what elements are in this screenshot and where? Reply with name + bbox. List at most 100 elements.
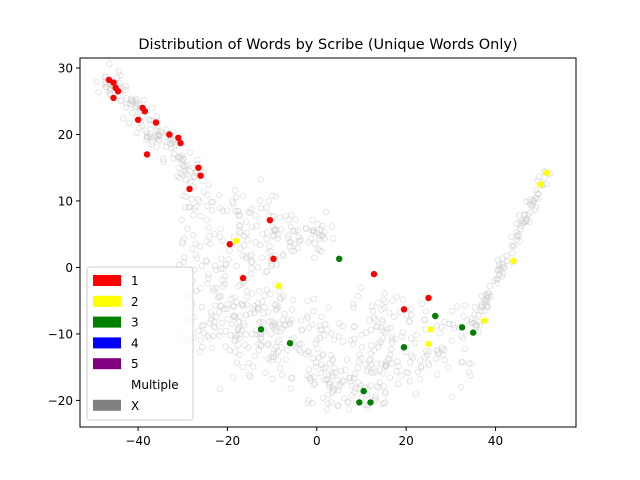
background-point bbox=[287, 375, 295, 382]
background-point bbox=[372, 395, 379, 402]
background-point bbox=[257, 318, 264, 326]
background-point bbox=[252, 212, 259, 219]
background-point bbox=[163, 126, 170, 133]
background-point bbox=[436, 330, 444, 337]
background-point bbox=[153, 113, 160, 120]
background-point bbox=[191, 205, 198, 212]
background-point bbox=[233, 262, 240, 270]
background-point bbox=[509, 249, 516, 257]
background-point bbox=[257, 176, 264, 183]
background-point bbox=[513, 220, 520, 227]
background-point bbox=[388, 345, 395, 353]
background-point bbox=[466, 369, 473, 376]
background-point bbox=[308, 399, 316, 407]
background-point bbox=[471, 304, 479, 311]
background-point bbox=[298, 326, 305, 333]
background-point bbox=[203, 202, 211, 209]
background-point bbox=[318, 313, 325, 321]
background-point bbox=[181, 254, 188, 261]
background-point bbox=[197, 212, 204, 220]
background-point bbox=[417, 375, 424, 383]
background-point bbox=[407, 311, 415, 319]
background-point bbox=[198, 303, 206, 311]
background-point bbox=[231, 294, 238, 301]
background-point bbox=[203, 191, 211, 198]
background-point bbox=[521, 212, 528, 219]
background-point bbox=[122, 103, 130, 111]
background-point bbox=[208, 207, 216, 214]
background-point bbox=[257, 341, 264, 348]
background-point bbox=[390, 313, 398, 321]
background-point bbox=[351, 335, 358, 342]
background-point bbox=[223, 305, 231, 312]
background-point bbox=[274, 357, 282, 364]
background-point bbox=[392, 335, 399, 342]
background-point bbox=[147, 121, 154, 128]
background-point bbox=[406, 359, 414, 366]
background-point bbox=[148, 104, 156, 112]
background-point bbox=[289, 297, 297, 304]
background-point bbox=[309, 321, 316, 328]
background-point bbox=[527, 196, 534, 203]
background-point bbox=[311, 254, 318, 261]
background-point bbox=[101, 80, 108, 88]
background-point bbox=[222, 261, 230, 269]
background-point bbox=[535, 173, 543, 181]
background-point bbox=[322, 364, 329, 371]
scribe-1-point bbox=[400, 306, 408, 313]
legend-swatch bbox=[93, 358, 121, 370]
legend: 1 2 3 4 5 Multiple X bbox=[86, 266, 194, 421]
background-point bbox=[289, 374, 296, 381]
background-point bbox=[206, 240, 214, 247]
background-point bbox=[212, 266, 220, 274]
scribe-2-point bbox=[425, 340, 432, 348]
background-point bbox=[497, 264, 504, 271]
background-point bbox=[351, 389, 358, 396]
background-point bbox=[217, 265, 224, 272]
background-point bbox=[348, 382, 356, 389]
background-point bbox=[449, 321, 457, 328]
background-point bbox=[235, 221, 243, 229]
background-point bbox=[294, 244, 302, 252]
background-point bbox=[245, 344, 252, 351]
background-point bbox=[276, 364, 284, 372]
background-point bbox=[219, 276, 226, 284]
background-point bbox=[197, 285, 204, 292]
background-point bbox=[278, 225, 285, 233]
background-point bbox=[263, 268, 271, 275]
background-point bbox=[261, 292, 268, 299]
background-point bbox=[265, 340, 272, 347]
background-point bbox=[454, 303, 461, 310]
background-point bbox=[374, 323, 381, 330]
background-point bbox=[289, 306, 296, 313]
background-point bbox=[438, 344, 446, 351]
background-point bbox=[319, 232, 327, 239]
background-point bbox=[208, 344, 215, 352]
background-point bbox=[277, 328, 284, 335]
background-point bbox=[256, 197, 264, 204]
legend-label: 5 bbox=[131, 357, 139, 371]
background-point bbox=[486, 282, 493, 290]
background-point bbox=[236, 222, 244, 230]
background-point bbox=[117, 72, 124, 79]
background-point bbox=[382, 329, 389, 336]
background-point bbox=[257, 335, 265, 342]
background-point bbox=[244, 236, 251, 244]
background-point bbox=[324, 400, 331, 407]
background-point bbox=[379, 400, 386, 408]
background-point bbox=[282, 213, 289, 220]
background-point bbox=[232, 207, 239, 215]
background-point bbox=[189, 245, 196, 252]
legend-label: Multiple bbox=[131, 378, 179, 392]
background-point bbox=[394, 358, 401, 365]
background-point bbox=[275, 288, 282, 295]
background-point bbox=[193, 255, 201, 262]
background-point bbox=[194, 156, 201, 164]
scribe-2-point bbox=[537, 181, 544, 188]
scribe-1-point bbox=[177, 139, 184, 147]
background-point bbox=[217, 328, 224, 335]
background-point bbox=[486, 290, 493, 297]
background-point bbox=[323, 375, 330, 382]
background-point bbox=[279, 316, 286, 323]
